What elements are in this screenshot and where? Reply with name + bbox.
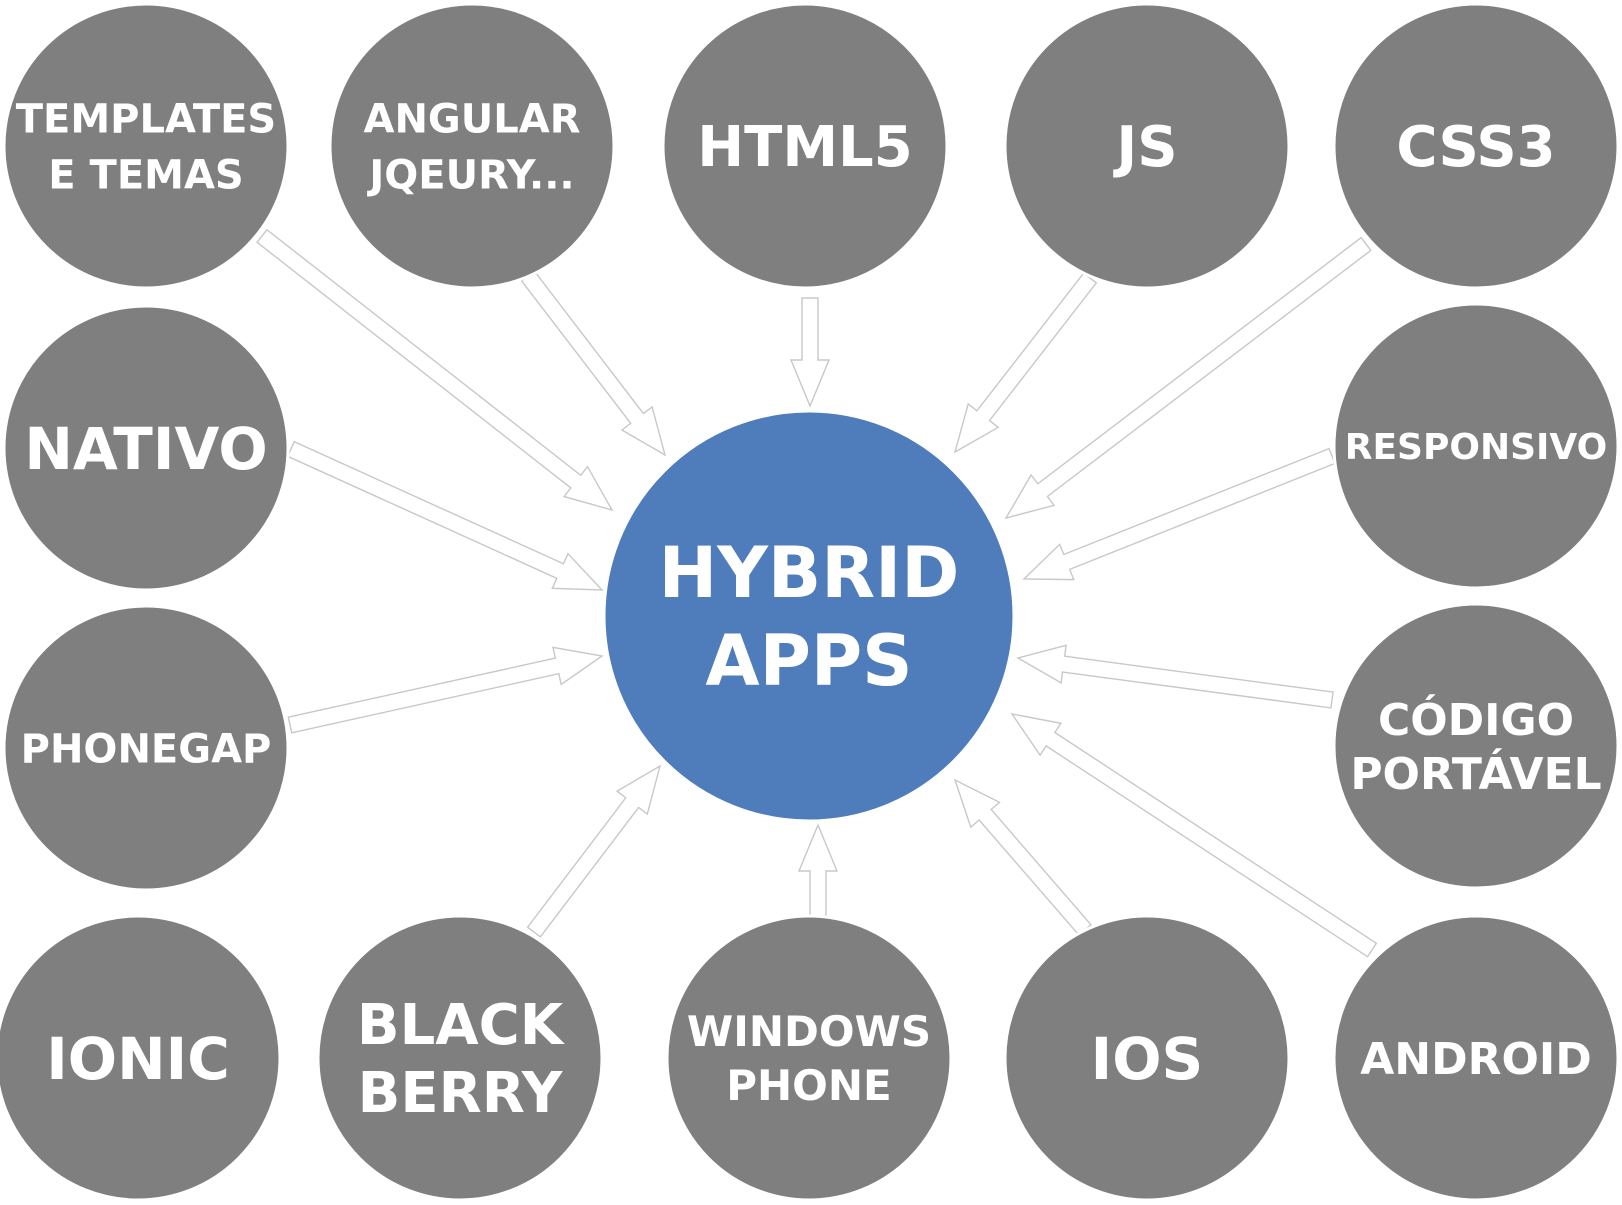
node-label-android-line-1: ANDROID [1360, 1034, 1592, 1085]
arrow-responsivo-to-center [1022, 447, 1336, 581]
node-circle-windows-phone [665, 914, 953, 1202]
arrow-android-to-center [1010, 712, 1378, 958]
node-circle-templates [2, 2, 290, 290]
node-label-css3-line-1: CSS3 [1396, 115, 1555, 180]
node-label-templates-line-2: E TEMAS [48, 152, 243, 198]
node-circle-android [1332, 914, 1620, 1202]
node-label-windows-phone-line-1: WINDOWS [687, 1007, 931, 1056]
arrow-angular-to-center [520, 270, 667, 457]
center-node-circle [602, 409, 1016, 823]
node-circle-html5 [661, 2, 949, 290]
node-circle-ios [1003, 914, 1291, 1202]
node-label-ios-line-1: IOS [1091, 1025, 1204, 1093]
node-label-nativo-line-1: NATIVO [24, 415, 267, 483]
node-circle-blackberry [316, 914, 604, 1202]
node-label-blackberry-line-1: BLACK [357, 993, 566, 1058]
node-ios: IOS [1003, 914, 1291, 1202]
node-circle-css3 [1332, 2, 1620, 290]
arrow-codigo-portavel-to-center [1016, 644, 1334, 709]
node-label-blackberry-line-2: BERRY [358, 1061, 564, 1126]
node-label-angular-line-1: ANGULAR [364, 96, 581, 142]
node-circle-phonegap [2, 604, 290, 892]
arrow-html5-to-center [789, 297, 831, 408]
node-js: JS [1003, 2, 1291, 290]
node-nativo: NATIVO [2, 304, 290, 592]
node-label-angular-line-2: JQEURY... [366, 152, 574, 198]
node-circle-js [1003, 2, 1291, 290]
node-label-html5-line-1: HTML5 [697, 115, 912, 180]
node-label-codigo-portavel-line-2: PORTÁVEL [1350, 747, 1601, 800]
arrow-nativo-to-center [286, 440, 604, 591]
node-circle-nativo [2, 304, 290, 592]
node-label-windows-phone-line-2: PHONE [726, 1061, 891, 1110]
node-templates: TEMPLATES E TEMAS [2, 2, 290, 290]
node-label-responsivo-line-1: RESPONSIVO [1345, 427, 1608, 468]
node-circle-responsivo [1332, 302, 1620, 590]
node-angular: ANGULAR JQEURY... [328, 2, 616, 290]
arrow-blackberry-to-center [526, 764, 662, 938]
arrow-css3-to-center [1004, 236, 1372, 520]
node-phonegap: PHONEGAP [2, 604, 290, 892]
node-windows-phone: WINDOWS PHONE [665, 914, 953, 1202]
center-label-line-2: APPS [705, 620, 912, 702]
node-label-templates-line-1: TEMPLATES [16, 96, 277, 142]
node-label-ionic-line-1: IONIC [46, 1025, 230, 1093]
node-circle-ionic [0, 914, 282, 1202]
node-label-phonegap-line-1: PHONEGAP [21, 726, 272, 772]
node-responsivo: RESPONSIVO [1332, 302, 1620, 590]
arrow-windows-phone-to-center [797, 823, 839, 917]
node-css3: CSS3 [1332, 2, 1620, 290]
arrow-ios-to-center [953, 778, 1092, 937]
node-android: ANDROID [1332, 914, 1620, 1202]
node-circle-codigo-portavel [1332, 602, 1620, 890]
node-label-js-line-1: JS [1112, 115, 1177, 180]
arrow-js-to-center [953, 272, 1098, 454]
node-circle-angular [328, 2, 616, 290]
arrow-phonegap-to-center [287, 646, 604, 734]
center-label-line-1: HYBRID [659, 532, 960, 614]
node-label-codigo-portavel-line-1: CÓDIGO [1378, 693, 1574, 746]
node-ionic: IONIC [0, 914, 282, 1202]
arrows-layer [256, 228, 1378, 958]
arrow-templates-to-center [256, 228, 614, 512]
node-html5: HTML5 [661, 2, 949, 290]
